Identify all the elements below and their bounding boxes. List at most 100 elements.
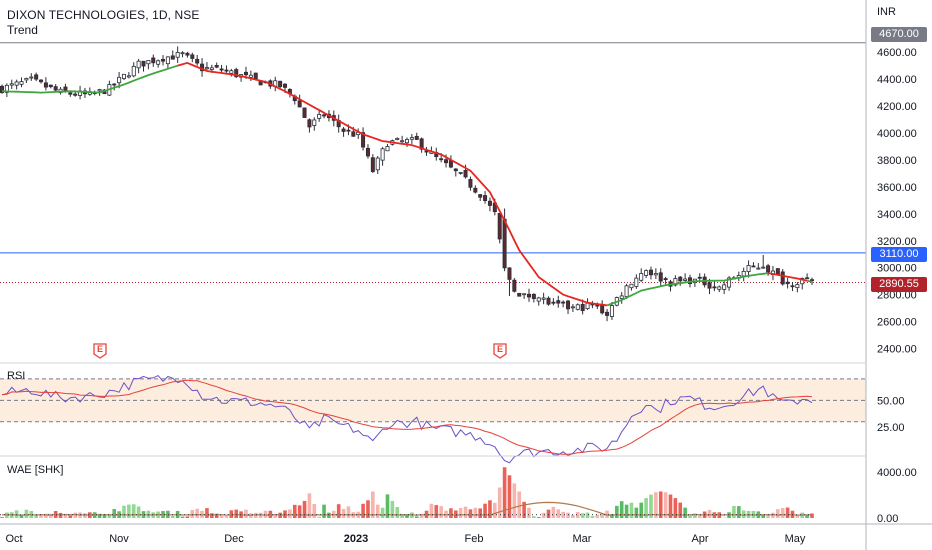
candle-body [121, 73, 126, 79]
y-tick-label: 3200.00 [877, 236, 917, 248]
wae-bar [658, 491, 663, 518]
candle-body [185, 52, 190, 56]
wae-bar [244, 509, 248, 518]
wae-bar [693, 513, 697, 518]
wae-bar [112, 509, 117, 518]
x-tick-label: Nov [109, 533, 129, 545]
trend-line-up [606, 272, 769, 307]
candle-body [24, 77, 29, 81]
wae-bar [571, 514, 575, 518]
candle-body [414, 135, 419, 140]
candle-body [9, 83, 14, 86]
candle-body [790, 285, 795, 288]
candle-body [810, 279, 815, 282]
wae-bar [478, 508, 482, 518]
trend-line-up [806, 279, 813, 283]
wae-bar [590, 516, 595, 518]
candle-body [165, 56, 170, 65]
candle-body [468, 179, 473, 188]
y-tick-label: 3400.00 [877, 209, 917, 221]
wae-bar [561, 511, 565, 518]
wae-bar [732, 506, 736, 518]
rsi-band [0, 378, 866, 423]
wae-bar [83, 513, 87, 518]
candle-body [283, 83, 288, 88]
wae-bar [615, 505, 619, 518]
wae-bar [234, 509, 239, 518]
wae-bar [810, 513, 814, 518]
trend-line-down [177, 61, 608, 307]
candle-body [605, 311, 610, 316]
wae-bar [97, 513, 102, 518]
wae-bar [580, 513, 585, 518]
candle-body [575, 304, 580, 310]
candle-body [170, 55, 175, 60]
candle-body [278, 80, 283, 88]
candle-body [385, 146, 390, 152]
candle-body [151, 57, 156, 64]
candle-body [404, 139, 409, 144]
candle-body [351, 131, 356, 137]
wae-bar [39, 514, 43, 518]
candles [0, 46, 815, 322]
earnings-marker-icon[interactable]: E [493, 343, 507, 359]
wae-bar [185, 516, 190, 518]
wae-bar [629, 502, 634, 518]
wae-bar [317, 516, 321, 518]
x-tick-label: Feb [465, 533, 484, 545]
candle-body [43, 82, 48, 88]
wae-bar [219, 515, 224, 518]
candle-body [361, 132, 366, 148]
candle-body [634, 277, 639, 287]
candle-body [648, 269, 653, 276]
wae-bar [595, 514, 600, 518]
candle-body [209, 67, 214, 70]
price-tag-top-line: 4670.00 [871, 27, 927, 42]
wae-bar [522, 501, 526, 518]
wae-bar [224, 516, 229, 518]
rsi-ma-line [1, 379, 813, 455]
wae-bar [214, 513, 219, 518]
wae-bar [205, 508, 209, 518]
wae-bar [180, 516, 185, 518]
wae-bar [34, 515, 38, 518]
wae-bar [385, 494, 390, 518]
wae-bar [619, 501, 624, 518]
candle-body [73, 93, 78, 96]
candle-body [795, 284, 800, 289]
wae-bar [268, 510, 273, 518]
wae-bar [68, 515, 73, 518]
earnings-marker-label: E [496, 344, 503, 354]
rsi-pane-label[interactable]: RSI [7, 370, 26, 382]
y-tick-label: 4200.00 [877, 101, 917, 113]
candle-body [629, 283, 634, 289]
candle-body [317, 114, 322, 119]
candle-body [126, 75, 131, 78]
wae-bar [73, 512, 77, 518]
candle-body [507, 267, 512, 280]
candle-body [204, 67, 209, 70]
candle-body [580, 303, 585, 312]
rsi-tick-label: 50.00 [877, 395, 905, 407]
wae-bar [551, 506, 556, 518]
candle-body [761, 266, 766, 269]
wae-bar [575, 512, 580, 518]
y-tick-label: 4000.00 [877, 128, 917, 140]
chart-title: DIXON TECHNOLOGIES, 1D, NSE [7, 8, 200, 22]
candle-body [478, 194, 483, 198]
candle-body [561, 301, 566, 304]
earnings-marker-icon[interactable]: E [93, 343, 107, 359]
candle-body [97, 89, 102, 92]
candle-body [234, 69, 239, 78]
wae-bar [283, 510, 287, 518]
candle-body [131, 65, 136, 77]
wae-bar [683, 507, 687, 518]
wae-pane-label[interactable]: WAE [SHK] [7, 464, 64, 476]
candle-body [68, 92, 73, 95]
candle-body [653, 273, 658, 276]
wae-bar [546, 509, 551, 518]
y-tick-label: 2400.00 [877, 344, 917, 356]
indicator-label-trend[interactable]: Trend [7, 23, 38, 37]
candle-body [400, 140, 405, 143]
